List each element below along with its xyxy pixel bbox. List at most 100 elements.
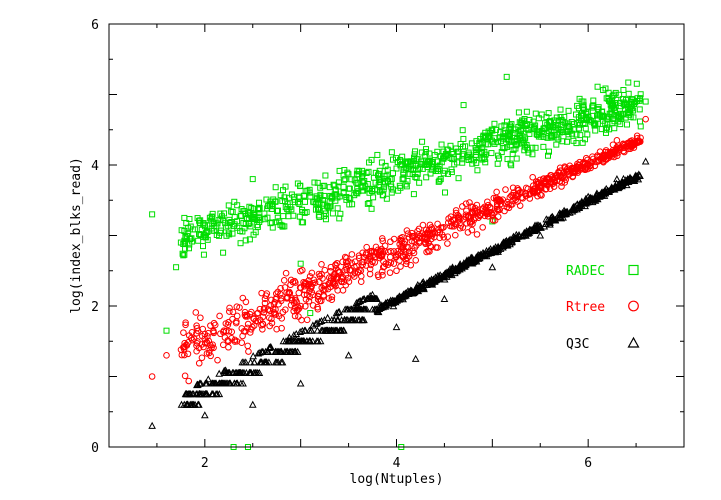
data-point-rtree [396, 257, 403, 264]
legend-marker-radec [628, 264, 639, 276]
data-point-rtree [295, 313, 302, 320]
data-point-radec [459, 127, 466, 134]
data-point-q3c [473, 253, 481, 261]
data-point-q3c [301, 326, 310, 334]
data-point-radec [229, 230, 236, 237]
data-point-q3c [604, 186, 612, 194]
data-point-rtree [519, 195, 527, 202]
data-point-radec [388, 189, 395, 196]
data-point-q3c [248, 400, 257, 408]
data-point-rtree [314, 296, 322, 303]
data-point-rtree [256, 305, 264, 313]
data-point-q3c [238, 368, 247, 376]
data-point-q3c [313, 319, 321, 327]
data-point-radec [187, 223, 194, 230]
data-point-rtree [410, 249, 418, 257]
data-point-q3c [188, 390, 197, 398]
data-point-radec [400, 169, 407, 176]
data-point-q3c [396, 293, 404, 301]
data-point-radec [561, 113, 568, 120]
data-point-q3c [278, 358, 287, 366]
data-point-radec [384, 166, 391, 173]
data-point-radec [506, 125, 513, 132]
data-point-q3c [392, 323, 401, 331]
data-point-radec [627, 98, 634, 105]
data-point-radec [523, 108, 530, 115]
data-point-radec [177, 239, 184, 246]
data-point-rtree [409, 233, 417, 241]
data-point-radec [321, 182, 328, 189]
data-point-rtree [386, 269, 394, 276]
data-point-rtree [178, 351, 186, 359]
data-point-rtree [241, 308, 249, 316]
data-point-radec [307, 310, 314, 317]
data-point-radec [200, 251, 207, 258]
data-point-q3c [393, 295, 401, 303]
data-point-radec [255, 206, 262, 213]
data-point-rtree [378, 268, 386, 275]
data-point-radec [163, 327, 170, 334]
data-point-radec [454, 159, 461, 166]
data-point-radec [617, 103, 624, 110]
y-tick-label: 0 [91, 441, 99, 456]
data-point-rtree [496, 206, 503, 214]
data-point-q3c [306, 337, 314, 345]
data-point-radec [332, 197, 339, 204]
data-point-rtree [570, 164, 578, 172]
data-point-radec [585, 117, 592, 124]
data-point-rtree [363, 243, 370, 251]
data-point-radec [519, 140, 526, 147]
data-point-radec [470, 157, 477, 164]
data-point-q3c [431, 273, 440, 281]
data-point-rtree [239, 294, 247, 302]
data-point-rtree [613, 137, 621, 144]
data-point-radec [185, 245, 192, 252]
data-point-radec [200, 243, 207, 250]
data-point-rtree [252, 317, 260, 325]
data-point-radec [346, 185, 353, 192]
data-point-radec [489, 127, 496, 134]
data-point-radec [335, 183, 342, 190]
data-point-radec [642, 98, 649, 105]
data-point-rtree [268, 315, 275, 323]
data-point-radec [521, 147, 528, 154]
data-point-radec [608, 101, 615, 108]
data-point-rtree [290, 307, 297, 315]
data-point-radec [417, 158, 424, 165]
data-point-rtree [250, 315, 258, 323]
data-point-rtree [484, 198, 491, 206]
data-point-radec [250, 215, 257, 222]
data-point-rtree [534, 192, 541, 200]
data-point-rtree [425, 226, 433, 234]
data-point-rtree [516, 202, 524, 209]
data-point-rtree [193, 322, 200, 330]
data-point-rtree [342, 258, 350, 266]
data-point-rtree [456, 224, 464, 232]
data-point-rtree [493, 188, 500, 196]
data-point-rtree [529, 173, 536, 181]
data-point-rtree [509, 184, 517, 192]
data-point-radec [263, 196, 270, 203]
data-point-rtree [298, 316, 305, 324]
data-point-radec [624, 121, 631, 128]
data-point-rtree [259, 321, 267, 328]
data-point-radec [217, 216, 224, 223]
data-point-radec [290, 212, 297, 219]
data-point-radec [516, 133, 523, 140]
plot-frame [108, 23, 685, 448]
data-point-rtree [366, 270, 374, 278]
data-point-q3c [613, 175, 621, 183]
data-point-q3c [198, 390, 206, 398]
data-point-radec [438, 141, 445, 148]
data-point-radec [605, 89, 612, 96]
data-point-q3c [220, 366, 229, 374]
data-point-radec [485, 128, 492, 135]
data-point-rtree [291, 295, 299, 302]
data-point-q3c [204, 375, 213, 383]
data-point-radec [217, 210, 224, 217]
data-point-rtree [201, 330, 209, 338]
data-point-rtree [489, 211, 496, 218]
data-point-q3c [344, 351, 353, 359]
data-point-q3c [317, 316, 326, 324]
